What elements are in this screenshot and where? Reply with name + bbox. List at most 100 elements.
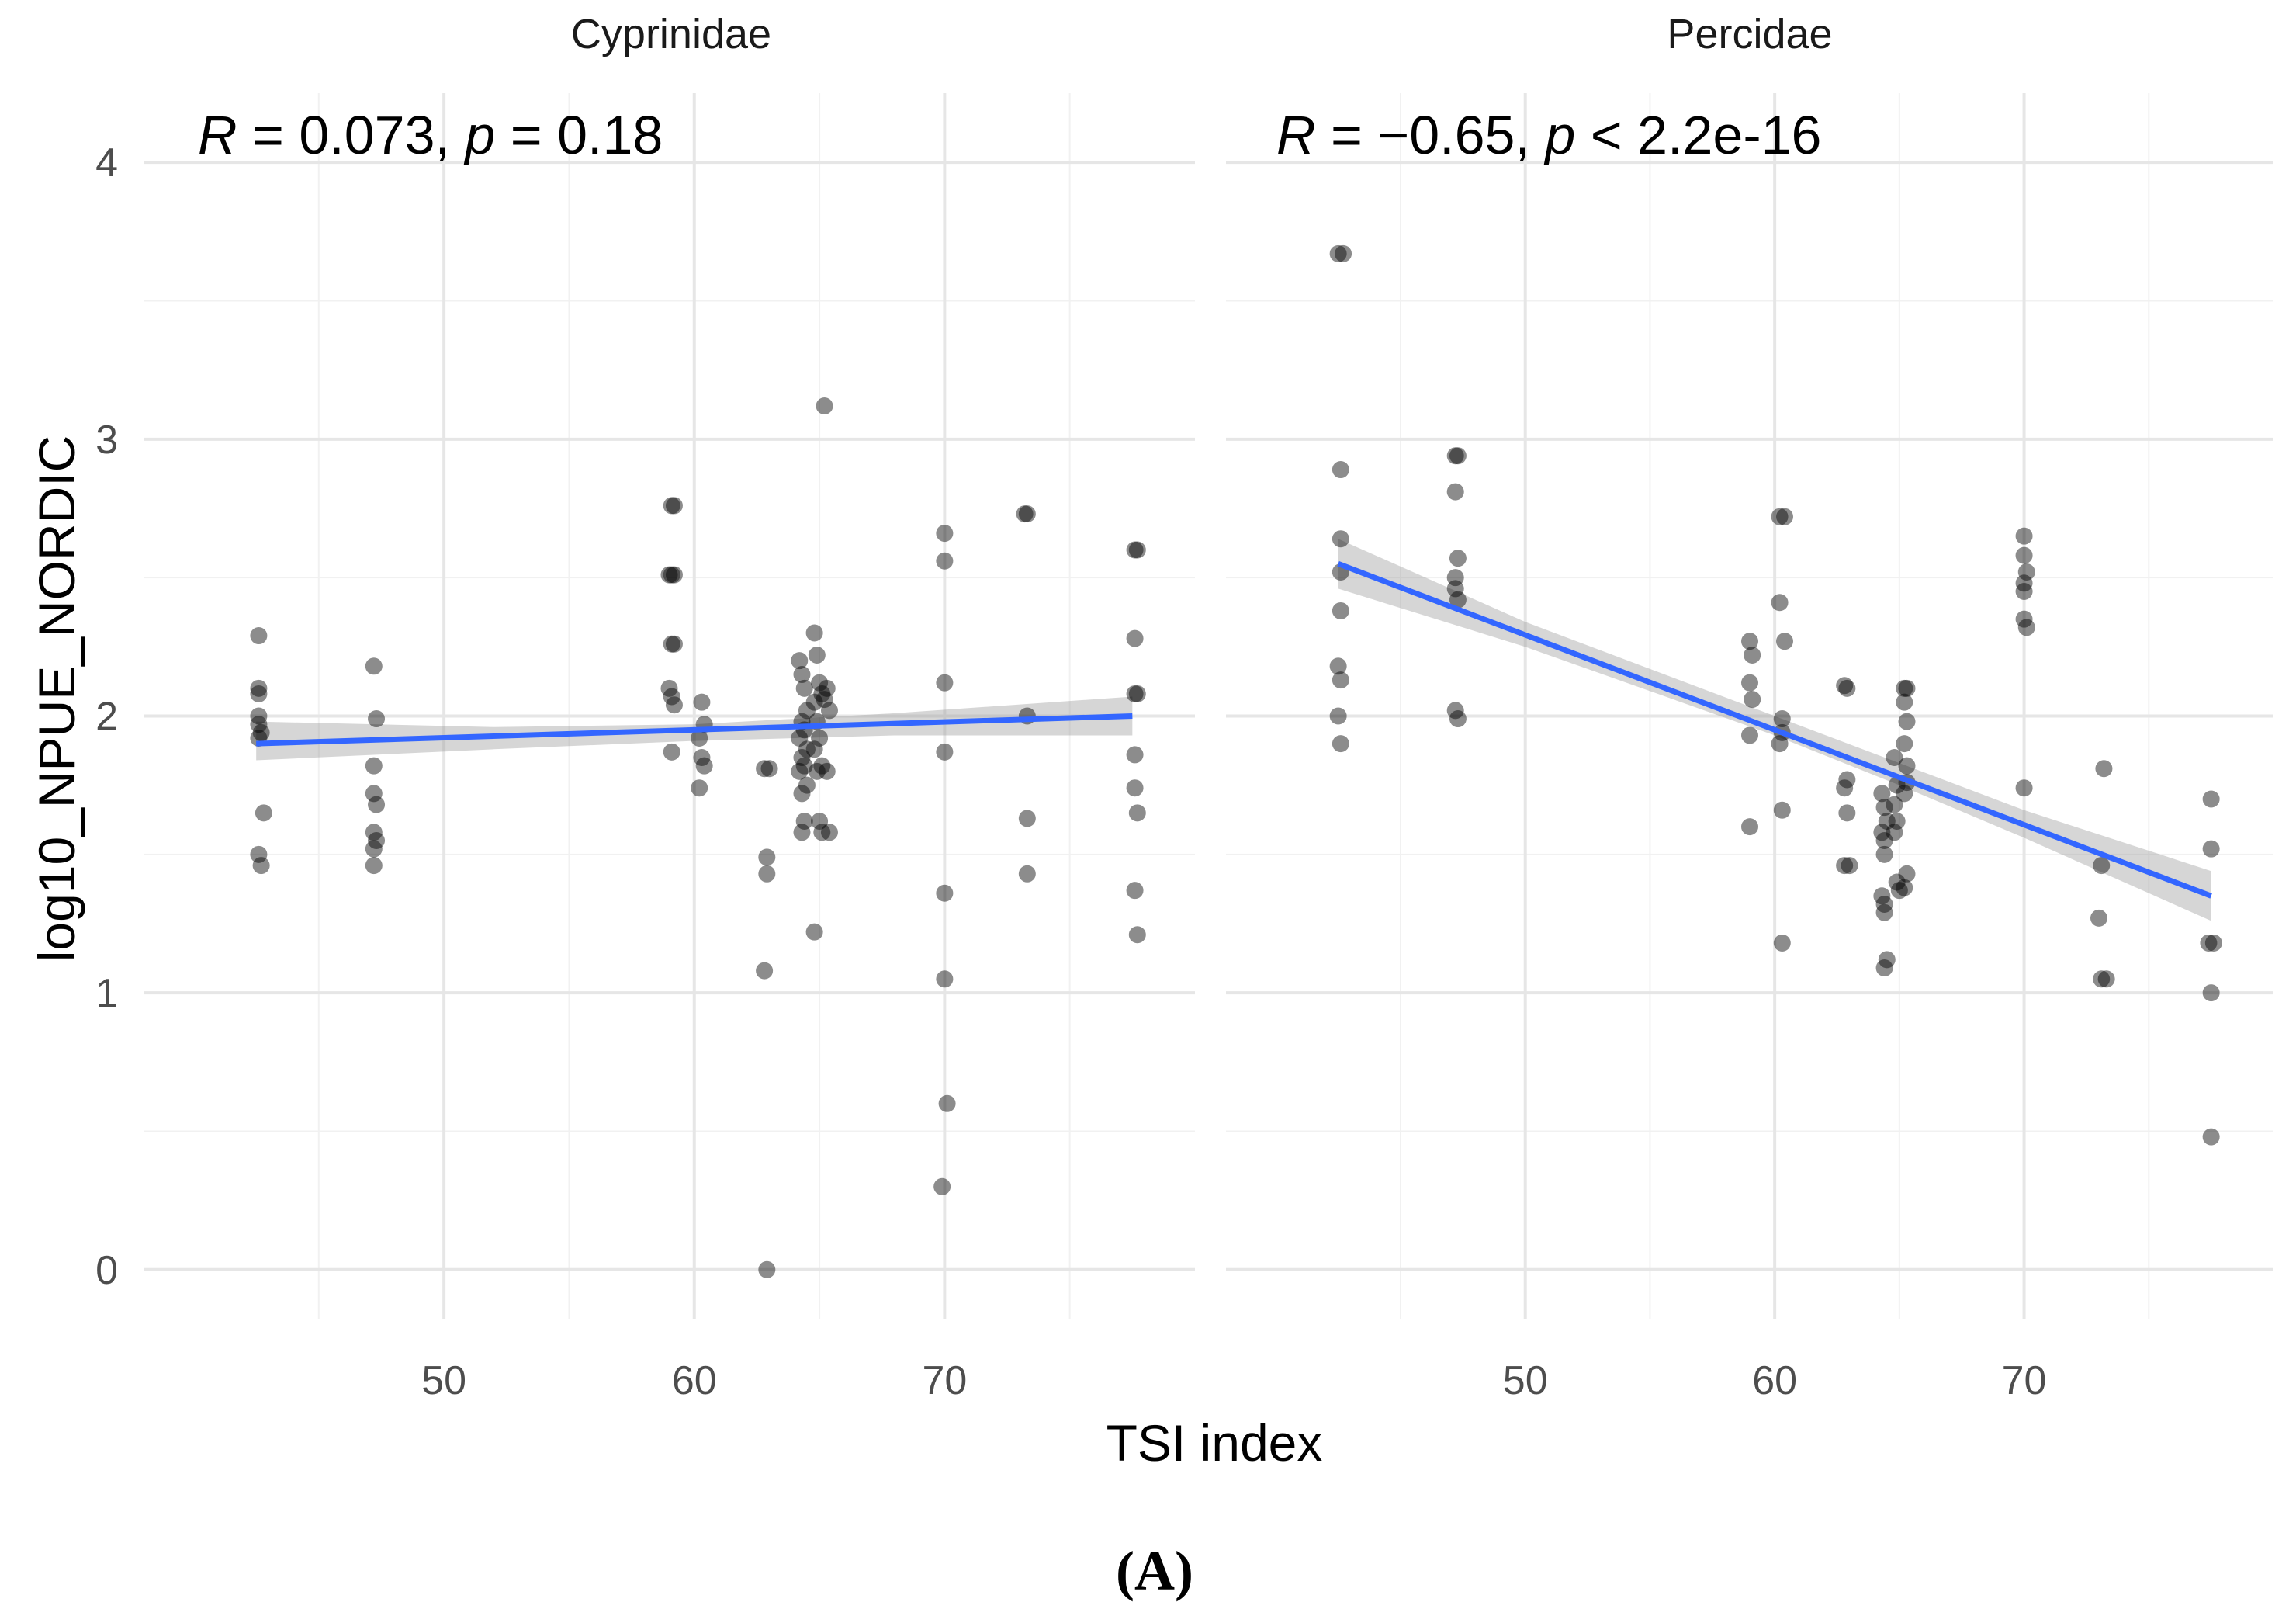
- scatter-points-layer: [1329, 244, 2222, 1146]
- scatter-point: [663, 497, 680, 515]
- x-tick-label: 50: [421, 1358, 466, 1403]
- scatter-point: [1838, 679, 1856, 697]
- scatter-point: [2200, 934, 2218, 952]
- scatter-point: [1446, 702, 1464, 720]
- scatter-point: [1886, 796, 1903, 813]
- scatter-point: [1898, 865, 1916, 883]
- scatter-point: [1888, 776, 1906, 794]
- scatter-point: [813, 685, 831, 702]
- scatter-point: [1890, 882, 1908, 900]
- correlation-stat-label: R = −0.65, p < 2.2e-16: [1276, 105, 1821, 165]
- scatter-point: [255, 804, 272, 822]
- scatter-point: [1896, 679, 1913, 697]
- scatter-point: [1128, 804, 1146, 822]
- scatter-point: [933, 1177, 951, 1195]
- scatter-point: [365, 824, 383, 841]
- scatter-point: [663, 743, 680, 761]
- scatter-point: [1018, 505, 1036, 523]
- y-tick-label: 4: [95, 140, 118, 186]
- correlation-stat-label: R = 0.073, p = 0.18: [198, 105, 663, 165]
- scatter-point: [798, 740, 816, 758]
- scatter-point: [1335, 244, 1352, 262]
- scatter-point: [665, 497, 683, 515]
- scatter-point: [1446, 447, 1464, 465]
- scatter-point: [250, 679, 268, 697]
- scatter-point: [1016, 505, 1034, 523]
- scatter-point: [1875, 845, 1893, 863]
- scatter-point: [820, 702, 838, 720]
- scatter-point: [760, 760, 778, 778]
- scatter-point: [365, 757, 383, 775]
- scatter-point: [813, 757, 831, 775]
- scatter-point: [795, 813, 813, 831]
- scatter-point: [1771, 735, 1789, 753]
- scatter-points-layer: [250, 397, 1146, 1278]
- scatter-point: [795, 757, 813, 775]
- x-tick-label: 70: [922, 1358, 967, 1403]
- scatter-point: [2093, 857, 2111, 875]
- scatter-point: [793, 824, 811, 841]
- scatter-point: [663, 566, 680, 584]
- y-tick-label: 3: [95, 418, 118, 463]
- x-tick-label: 70: [2002, 1358, 2047, 1403]
- scatter-point: [693, 748, 711, 766]
- y-tick-label: 2: [95, 694, 118, 739]
- scatter-point: [805, 740, 823, 758]
- scatter-point: [1888, 813, 1906, 831]
- scatter-point: [1836, 857, 1854, 875]
- scatter-point: [756, 760, 774, 778]
- scatter-point: [252, 723, 270, 741]
- scatter-point: [1771, 594, 1789, 612]
- scatter-point: [798, 776, 816, 794]
- scatter-point: [1329, 707, 1347, 725]
- scatter-point: [2090, 909, 2107, 927]
- scatter-point: [1836, 677, 1854, 695]
- scatter-point: [2097, 970, 2115, 988]
- scatter-point: [816, 397, 833, 415]
- stat-p-value: = 0.18: [495, 105, 663, 165]
- scatter-point: [1741, 726, 1758, 744]
- scatter-point: [693, 693, 711, 711]
- scatter-point: [1446, 569, 1464, 587]
- fit-line: [1337, 561, 2212, 899]
- scatter-point: [1875, 959, 1893, 977]
- scatter-point: [791, 652, 809, 670]
- scatter-point: [365, 840, 383, 858]
- scatter-point: [2015, 610, 2033, 628]
- scatter-point: [936, 743, 954, 761]
- panel-grid: [144, 93, 1195, 1319]
- scatter-point: [808, 647, 826, 664]
- scatter-point: [1449, 550, 1467, 567]
- scatter-point: [1332, 735, 1349, 753]
- scatter-point: [1128, 541, 1146, 559]
- scatter-point: [936, 525, 954, 543]
- stat-p-symbol: p: [1543, 105, 1575, 165]
- scatter-point: [1773, 934, 1791, 952]
- scatter-point: [758, 848, 776, 866]
- scatter-point: [665, 696, 683, 714]
- scatter-point: [691, 730, 708, 747]
- scatter-point: [663, 635, 680, 653]
- scatter-point: [1873, 824, 1891, 841]
- scatter-point: [805, 624, 823, 642]
- scatter-point: [250, 707, 268, 725]
- scatter-point: [1873, 785, 1891, 803]
- scatter-point: [818, 679, 836, 697]
- scatter-point: [1898, 679, 1916, 697]
- scatter-point: [1776, 508, 1793, 525]
- y-axis-title: log10_NPUE_NORDIC: [28, 435, 85, 962]
- scatter-point: [2202, 984, 2220, 1002]
- scatter-point: [1128, 926, 1146, 944]
- scatter-point: [758, 865, 776, 883]
- scatter-point: [795, 679, 813, 697]
- scatter-point: [365, 657, 383, 675]
- scatter-point: [1018, 810, 1036, 827]
- scatter-point: [1771, 508, 1789, 525]
- scatter-point: [1329, 244, 1347, 262]
- fit-line-layer: [256, 713, 1133, 747]
- scatter-point: [1878, 813, 1896, 831]
- scatter-point: [368, 831, 386, 849]
- scatter-point: [1896, 879, 1913, 896]
- scatter-point: [938, 1094, 956, 1112]
